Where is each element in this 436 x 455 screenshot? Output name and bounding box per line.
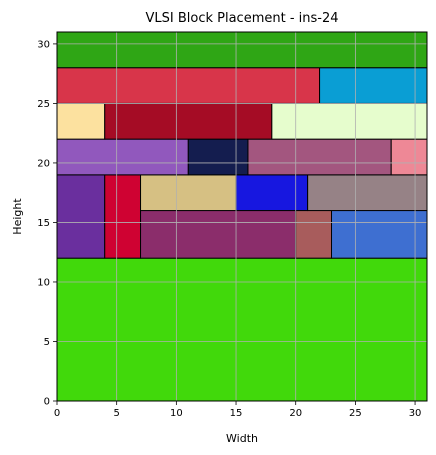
block-16 (56, 67, 321, 104)
y-tick-label-4: 20 (37, 158, 50, 169)
block-1 (56, 174, 106, 259)
block-11 (247, 138, 392, 176)
block-7 (235, 174, 309, 212)
y-tick-label-2: 10 (37, 277, 50, 288)
block-4 (295, 210, 333, 259)
plot-frame (56, 31, 428, 402)
y-tick-label-0: 0 (44, 397, 50, 408)
block-6 (140, 174, 237, 212)
y-tick-label-5: 25 (37, 99, 50, 110)
block-9 (56, 138, 189, 176)
block-14 (104, 102, 273, 140)
block-17 (319, 67, 428, 104)
x-tick-label-1: 5 (113, 408, 119, 419)
block-13 (56, 102, 106, 140)
x-tick-label-2: 10 (170, 408, 183, 419)
block-3 (140, 210, 297, 259)
ticks-layer: 0 5 10 15 20 25 30 0 5 10 15 20 25 30 (37, 39, 421, 419)
block-18 (56, 31, 428, 69)
y-tick-label-3: 15 (37, 218, 50, 229)
y-tick-label-1: 5 (44, 337, 50, 348)
block-8 (307, 174, 428, 212)
chart-title: VLSI Block Placement - ins-24 (145, 11, 338, 26)
block-12 (390, 138, 428, 176)
x-tick-label-3: 15 (230, 408, 243, 419)
block-2 (104, 174, 142, 259)
y-axis-label: Height (11, 198, 24, 235)
x-tick-label-5: 25 (349, 408, 362, 419)
grid-layer (56, 32, 427, 402)
block-0 (56, 257, 428, 402)
block-10 (187, 138, 249, 176)
block-5 (331, 210, 428, 259)
block-15 (271, 102, 428, 140)
x-axis-label: Width (226, 432, 258, 445)
x-tick-label-6: 30 (409, 408, 422, 419)
x-tick-label-0: 0 (54, 408, 60, 419)
y-tick-label-6: 30 (37, 39, 50, 50)
x-tick-label-4: 20 (289, 408, 302, 419)
blocks-layer (56, 31, 428, 402)
